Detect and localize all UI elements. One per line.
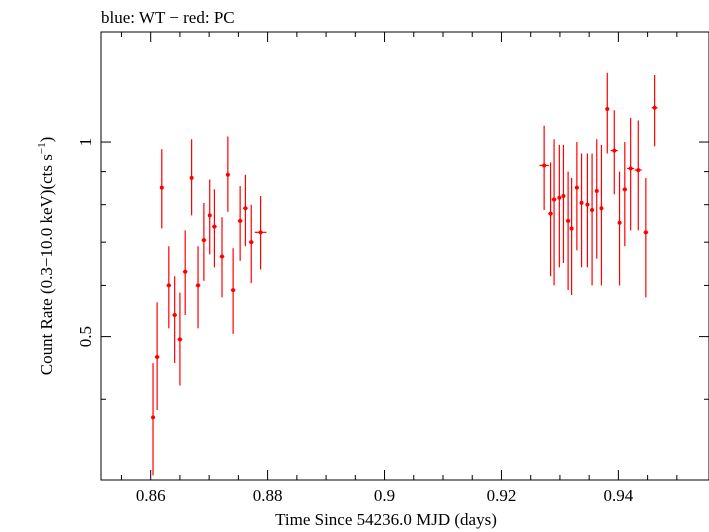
data-point [566, 218, 571, 223]
data-point [628, 166, 633, 171]
x-tick-label: 0.86 [136, 486, 166, 505]
data-point [155, 354, 160, 359]
data-point [207, 213, 212, 218]
y-axis-label-sup: −1 [36, 142, 48, 154]
x-tick-label: 0.94 [604, 486, 634, 505]
chart-title: blue: WT − red: PC [101, 8, 235, 27]
y-axis-label-prefix: Count Rate (0.3−10.0 keV)(cts s [37, 154, 56, 375]
y-axis-label-suffix: ) [37, 137, 56, 143]
data-point [557, 195, 562, 200]
data-point [605, 106, 610, 111]
data-point [159, 185, 164, 190]
x-tick-label: 0.88 [253, 486, 283, 505]
x-axis: 0.86 0.88 0.9 0.92 0.94 [120, 32, 678, 505]
data-series [151, 72, 658, 476]
data-point [212, 224, 217, 229]
data-point [594, 188, 599, 193]
data-point [643, 230, 648, 235]
data-point [151, 415, 156, 420]
data-point [201, 238, 206, 243]
x-axis-label: Time Since 54236.0 MJD (days) [275, 510, 497, 529]
data-point [561, 194, 566, 199]
y-tick-label: 0.5 [76, 326, 95, 347]
data-point [617, 220, 622, 225]
y-axis-label: Count Rate (0.3−10.0 keV)(cts s−1) [36, 137, 56, 376]
y-tick-label: 1 [76, 138, 95, 147]
data-point [249, 240, 254, 245]
data-point [542, 163, 547, 168]
x-tick-label: 0.92 [487, 486, 517, 505]
data-point [552, 197, 557, 202]
data-point [652, 105, 657, 110]
data-point [183, 269, 188, 274]
data-point [238, 218, 243, 223]
data-point [225, 172, 230, 177]
data-point [612, 148, 617, 153]
data-point [172, 313, 177, 318]
plot-frame [100, 31, 709, 481]
data-point [579, 200, 584, 205]
data-point [231, 288, 236, 293]
data-point [243, 206, 248, 211]
data-point [220, 254, 225, 259]
data-point [599, 206, 604, 211]
data-point [177, 337, 182, 342]
data-point [574, 185, 579, 190]
data-point [189, 175, 194, 180]
y-axis: 0.51 [76, 138, 709, 481]
x-tick-label: 0.9 [374, 486, 395, 505]
data-point [548, 211, 553, 216]
data-point [196, 283, 201, 288]
data-point [622, 187, 627, 192]
data-point [585, 202, 590, 207]
data-point [166, 283, 171, 288]
data-point [569, 226, 574, 231]
data-point [636, 168, 641, 173]
data-point [590, 207, 595, 212]
data-point [258, 230, 263, 235]
